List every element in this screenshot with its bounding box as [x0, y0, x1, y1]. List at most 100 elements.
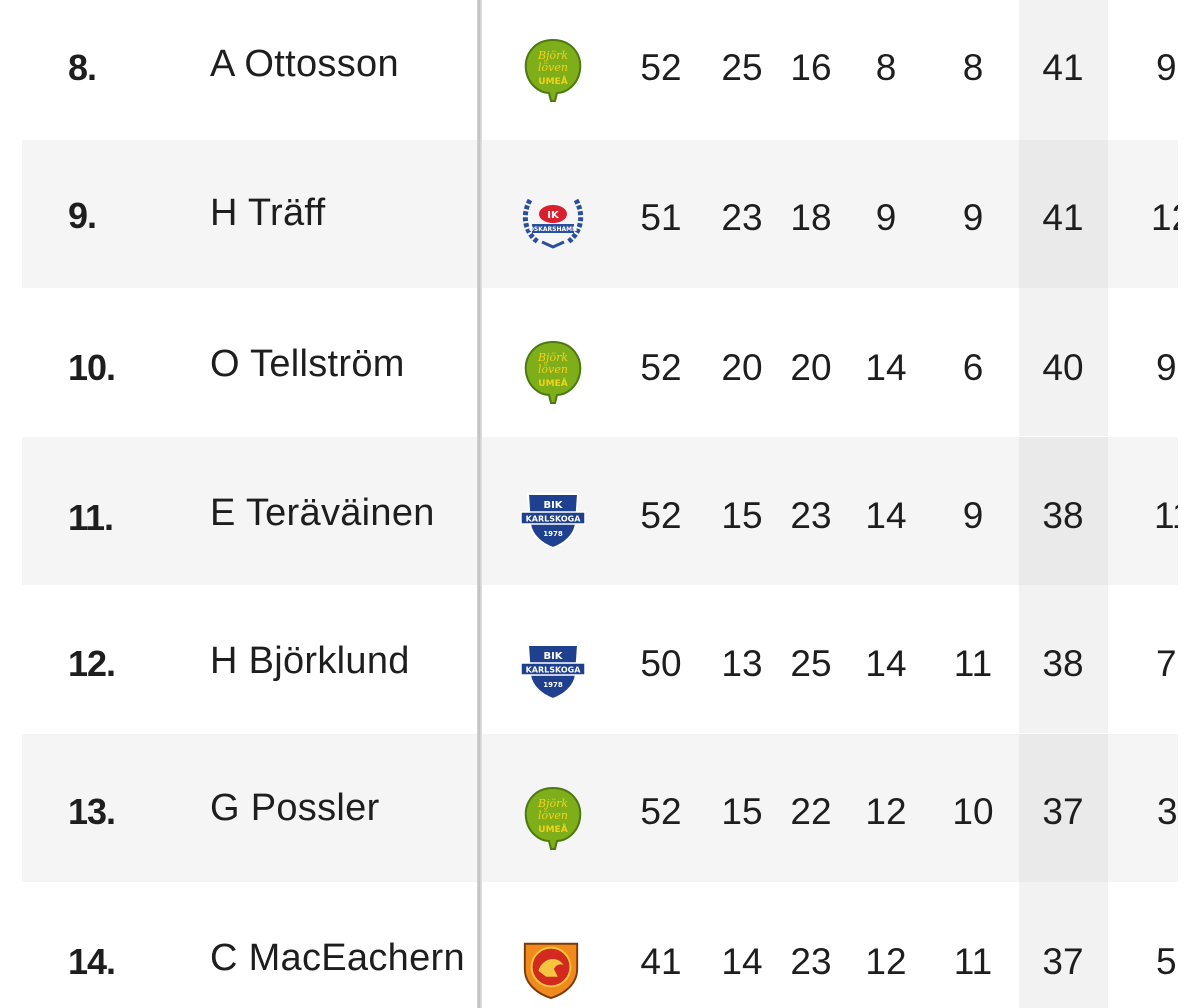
assists: 23	[790, 495, 832, 536]
rank: 8.	[68, 47, 97, 88]
stat-col-4: 14	[865, 643, 907, 684]
points-column-cell-bg	[1019, 585, 1108, 733]
stat-col-4: 9	[875, 197, 897, 238]
oskarshamn-logo: IK OSKARSHAMN	[522, 198, 584, 249]
games-played: 50	[640, 643, 682, 684]
svg-text:1978: 1978	[543, 681, 563, 689]
assists: 16	[790, 47, 832, 88]
table-row[interactable]: 14. C MacEachern 41 14 23 12 11 37 5	[0, 882, 1200, 1008]
svg-text:UMEÅ: UMEÅ	[538, 378, 567, 389]
points-column-cell-bg	[1019, 288, 1108, 436]
svg-text:löven: löven	[538, 809, 568, 822]
games-played: 52	[640, 791, 682, 832]
svg-text:löven: löven	[538, 363, 568, 376]
stat-col-extra: 7	[1156, 643, 1177, 684]
stat-col-5: 6	[962, 347, 984, 388]
assists: 20	[790, 347, 832, 388]
stat-col-5: 9	[962, 495, 984, 536]
points: 38	[1042, 495, 1084, 536]
svg-text:Björk: Björk	[537, 49, 568, 62]
svg-text:1978: 1978	[543, 530, 563, 538]
table-row[interactable]: 11. E Teräväinen BIK KARLSKOGA 1978 52 1…	[0, 437, 1200, 585]
player-name-link[interactable]: C MacEachern	[210, 937, 465, 979]
mora-logo	[523, 942, 579, 1000]
stat-col-extra: 3	[1157, 791, 1178, 832]
goals: 23	[721, 197, 763, 238]
stat-col-4: 12	[865, 791, 907, 832]
player-name-link[interactable]: H Träff	[210, 192, 326, 234]
games-played: 51	[640, 197, 682, 238]
games-played: 52	[640, 347, 682, 388]
points: 41	[1042, 47, 1084, 88]
karlskoga-logo: BIK KARLSKOGA 1978	[520, 493, 586, 550]
stat-col-extra: 9	[1156, 47, 1177, 88]
table-scroll-edge[interactable]	[1178, 0, 1200, 1008]
rank: 9.	[68, 195, 97, 236]
games-played: 52	[640, 47, 682, 88]
svg-text:UMEÅ: UMEÅ	[538, 76, 567, 87]
karlskoga-logo: BIK KARLSKOGA 1978	[520, 644, 586, 701]
stat-col-5: 11	[953, 941, 993, 982]
rank: 10.	[68, 347, 116, 388]
svg-text:OSKARSHAMN: OSKARSHAMN	[529, 226, 577, 233]
rank: 11.	[68, 497, 114, 538]
player-name-link[interactable]: G Possler	[210, 787, 380, 829]
points-column-cell-bg	[1019, 140, 1108, 288]
svg-text:UMEÅ: UMEÅ	[538, 824, 567, 835]
rank: 12.	[68, 643, 116, 684]
assists: 22	[790, 791, 832, 832]
player-name-link[interactable]: E Teräväinen	[210, 492, 435, 534]
bjorkloven-logo: Björk löven UMEÅ	[524, 786, 582, 850]
points: 37	[1042, 941, 1084, 982]
points-column-cell-bg	[1019, 734, 1108, 882]
stat-col-extra: 9	[1156, 347, 1177, 388]
points: 40	[1042, 347, 1084, 388]
bjorkloven-logo: Björk löven UMEÅ	[524, 340, 582, 404]
assists: 25	[790, 643, 832, 684]
assists: 23	[790, 941, 832, 982]
points-column-cell-bg	[1019, 0, 1108, 144]
sticky-column-divider	[477, 0, 482, 1008]
goals: 13	[721, 643, 763, 684]
points-column-cell-bg	[1019, 437, 1108, 585]
stat-col-4: 14	[865, 347, 907, 388]
stat-col-5: 8	[962, 47, 984, 88]
rank: 13.	[68, 791, 116, 832]
rank: 14.	[68, 941, 116, 982]
svg-text:KARLSKOGA: KARLSKOGA	[526, 515, 582, 524]
svg-text:IK: IK	[547, 210, 560, 221]
player-name-link[interactable]: O Tellström	[210, 343, 405, 385]
table-row[interactable]: 12. H Björklund BIK KARLSKOGA 1978 50 13…	[0, 585, 1200, 733]
svg-text:Björk: Björk	[537, 351, 568, 364]
points: 38	[1042, 643, 1084, 684]
table-row[interactable]: 8. A Ottosson Björk löven UMEÅ 52 25 16 …	[0, 0, 1200, 144]
games-played: 52	[640, 495, 682, 536]
stat-col-5: 9	[962, 197, 984, 238]
goals: 15	[721, 791, 763, 832]
stat-col-4: 8	[875, 47, 897, 88]
games-played: 41	[640, 941, 682, 982]
player-name-link[interactable]: H Björklund	[210, 640, 410, 682]
assists: 18	[790, 197, 832, 238]
goals: 15	[721, 495, 763, 536]
stat-col-5: 10	[952, 791, 994, 832]
stat-col-4: 14	[865, 495, 907, 536]
stat-col-5: 11	[953, 643, 993, 684]
goals: 14	[721, 941, 763, 982]
svg-text:BIK: BIK	[543, 651, 563, 662]
stat-col-4: 12	[865, 941, 907, 982]
points-column-cell-bg	[1019, 882, 1108, 1008]
points: 41	[1042, 197, 1084, 238]
svg-text:löven: löven	[538, 61, 568, 74]
player-name-link[interactable]: A Ottosson	[210, 43, 399, 85]
svg-text:Björk: Björk	[537, 797, 568, 810]
bjorkloven-logo: Björk löven UMEÅ	[524, 38, 582, 102]
goals: 25	[721, 47, 763, 88]
table-row[interactable]: 13. G Possler Björk löven UMEÅ 52 15 22 …	[0, 734, 1200, 882]
stat-col-extra: 5	[1156, 941, 1177, 982]
svg-text:BIK: BIK	[543, 500, 563, 511]
points: 37	[1042, 791, 1084, 832]
table-row[interactable]: 9. H Träff IK OSKARSHAMN 51 23 18 9 9 41…	[0, 140, 1200, 288]
table-row[interactable]: 10. O Tellström Björk löven UMEÅ 52 20 2…	[0, 288, 1200, 436]
